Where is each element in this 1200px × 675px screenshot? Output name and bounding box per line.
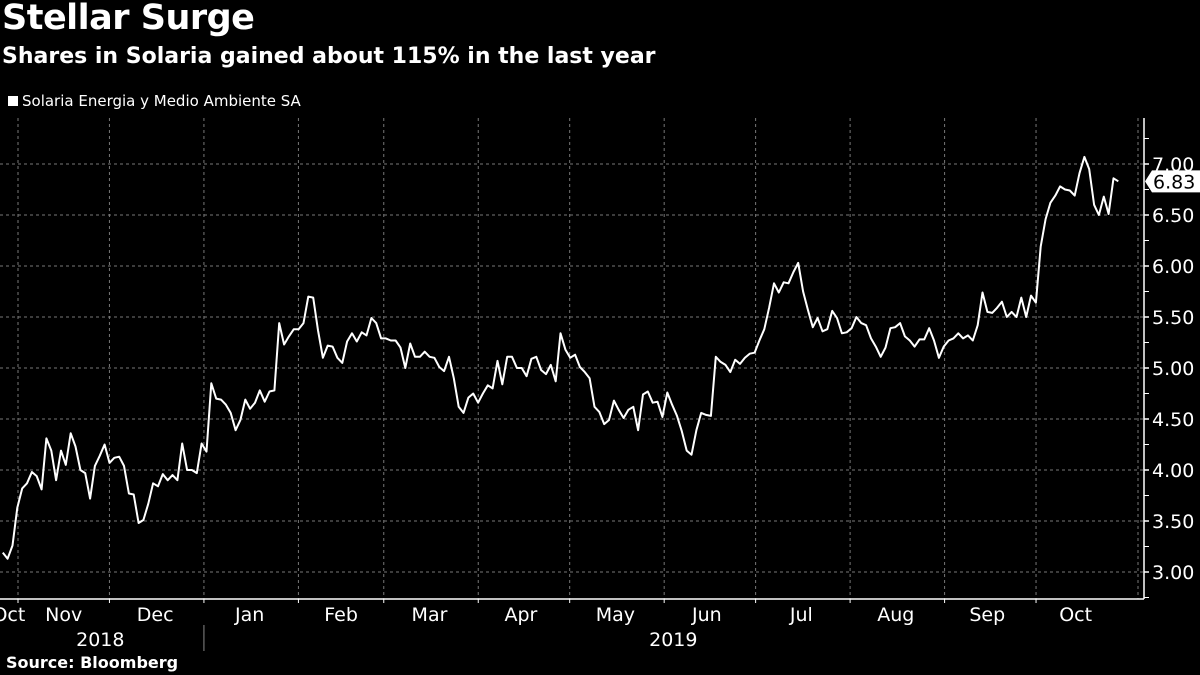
source-note: Source: Bloomberg: [6, 653, 179, 672]
y-tick-label: 4.00: [1152, 460, 1194, 482]
y-tick-label: 3.50: [1152, 511, 1194, 533]
x-tick-label: Jun: [691, 604, 722, 626]
last-value-label: 6.83: [1153, 171, 1195, 193]
legend-swatch: [8, 96, 18, 106]
x-tick-label: Mar: [412, 604, 448, 626]
y-tick-label: 5.50: [1152, 307, 1194, 329]
year-label: 2019: [649, 629, 697, 651]
y-tick-label: 3.00: [1152, 562, 1194, 584]
x-tick-label: Nov: [45, 604, 82, 626]
y-tick-label: 5.00: [1152, 358, 1194, 380]
y-tick-label: 6.50: [1152, 205, 1194, 227]
x-tick-label: Jan: [234, 604, 264, 626]
legend: Solaria Energia y Medio Ambiente SA: [8, 92, 301, 110]
x-tick-label: Sep: [969, 604, 1005, 626]
x-tick-label: Dec: [137, 604, 174, 626]
chart-title: Stellar Surge: [2, 0, 255, 38]
x-tick-label: May: [596, 604, 635, 626]
x-tick-label: Aug: [877, 604, 914, 626]
y-tick-label: 6.00: [1152, 256, 1194, 278]
year-label: 2018: [76, 629, 124, 651]
x-tick-label: Feb: [324, 604, 358, 626]
legend-label: Solaria Energia y Medio Ambiente SA: [22, 92, 301, 110]
y-tick-label: 4.50: [1152, 409, 1194, 431]
x-tick-label: Apr: [504, 604, 537, 626]
x-tick-label: Oct: [1059, 604, 1092, 626]
last-value-badge: [1145, 170, 1200, 193]
price-line: [2, 155, 1119, 560]
chart-subtitle: Shares in Solaria gained about 115% in t…: [2, 44, 656, 69]
x-tick-label: Jul: [789, 604, 813, 626]
x-tick-label: Oct: [0, 604, 25, 626]
